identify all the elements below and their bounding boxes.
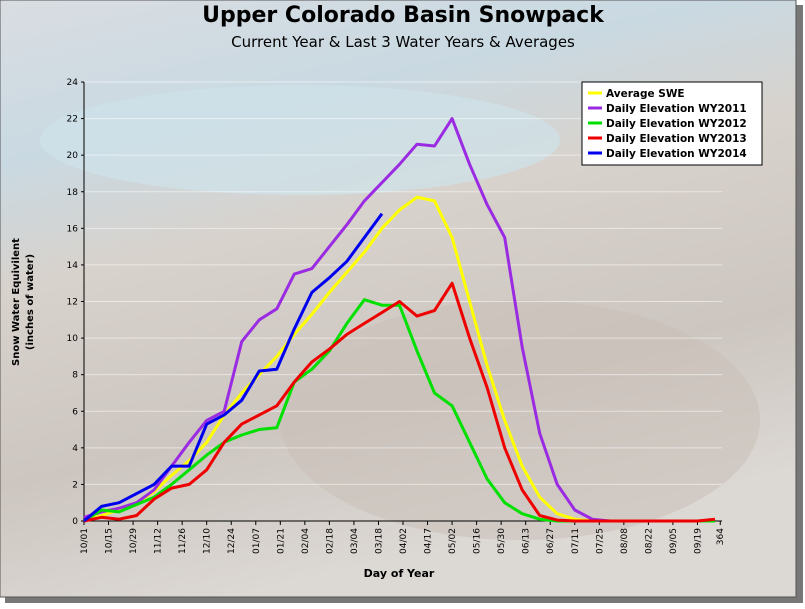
x-tick-label: 09/05 bbox=[669, 528, 679, 554]
x-axis-label: Day of Year bbox=[364, 567, 435, 580]
x-tick-label: 12/24 bbox=[227, 528, 237, 554]
legend-label: Daily Elevation WY2012 bbox=[606, 118, 747, 130]
series-line bbox=[83, 281, 716, 523]
x-tick-label: 05/02 bbox=[448, 528, 458, 554]
chart-subtitle: Current Year & Last 3 Water Years & Aver… bbox=[231, 33, 575, 51]
y-tick-label: 20 bbox=[67, 151, 79, 161]
legend: Average SWE Daily Elevation WY2011 Daily E… bbox=[581, 81, 763, 166]
x-tick-label: 09/19 bbox=[693, 528, 703, 554]
x-tick-label: 05/30 bbox=[497, 528, 507, 554]
x-tick-label: 03/04 bbox=[350, 528, 360, 554]
x-tick-label: 03/18 bbox=[374, 528, 384, 554]
series-line bbox=[83, 212, 384, 523]
x-tick-label: 364 bbox=[716, 528, 726, 545]
legend-box bbox=[581, 81, 763, 166]
y-tick-label: 22 bbox=[67, 115, 78, 125]
x-tick-label: 11/12 bbox=[154, 528, 164, 554]
x-tick-label: 01/21 bbox=[276, 528, 286, 554]
chart-title: Upper Colorado Basin Snowpack bbox=[202, 3, 605, 28]
x-tick-label: 06/27 bbox=[546, 528, 556, 554]
photo-lake bbox=[40, 85, 560, 195]
x-tick-label: 02/04 bbox=[301, 528, 311, 554]
x-tick-label: 04/17 bbox=[424, 528, 434, 554]
legend-label: Daily Elevation WY2013 bbox=[606, 133, 747, 145]
y-tick-label: 2 bbox=[72, 480, 78, 490]
y-tick-label: 24 bbox=[67, 78, 79, 88]
y-axis-label: Snow Water Equivilent bbox=[11, 238, 22, 366]
x-tick-label: 08/22 bbox=[644, 528, 654, 554]
y-tick-label: 0 bbox=[72, 517, 78, 527]
y-tick-label: 16 bbox=[67, 224, 79, 234]
x-tick-label: 05/16 bbox=[473, 528, 483, 554]
y-tick-label: 8 bbox=[72, 371, 78, 381]
y-tick-label: 4 bbox=[72, 444, 78, 454]
x-tick-label: 10/01 bbox=[80, 528, 90, 554]
x-tick-label: 10/29 bbox=[129, 528, 139, 554]
photo-canyon bbox=[280, 300, 760, 540]
y-tick-label: 6 bbox=[72, 407, 78, 417]
x-tick-label: 12/10 bbox=[203, 528, 213, 554]
x-tick-label: 06/13 bbox=[522, 528, 532, 554]
y-tick-label: 14 bbox=[67, 261, 79, 271]
y-tick-label: 10 bbox=[67, 334, 79, 344]
x-tick-label: 07/25 bbox=[595, 528, 605, 554]
legend-label: Average SWE bbox=[606, 88, 685, 100]
x-tick-label: 02/18 bbox=[325, 528, 335, 554]
y-tick-label: 12 bbox=[67, 298, 78, 308]
y-axis-label: (inches of water) bbox=[25, 254, 36, 350]
x-tick-label: 11/26 bbox=[178, 528, 188, 554]
y-tick-label: 18 bbox=[67, 188, 79, 198]
x-tick-label: 04/02 bbox=[399, 528, 409, 554]
legend-label: Daily Elevation WY2014 bbox=[606, 148, 747, 160]
x-tick-label: 08/08 bbox=[620, 528, 630, 554]
x-tick-label: 07/11 bbox=[571, 528, 581, 554]
x-tick-label: 10/15 bbox=[105, 528, 115, 554]
legend-label: Daily Elevation WY2011 bbox=[606, 103, 747, 115]
x-tick-label: 01/07 bbox=[252, 528, 262, 554]
